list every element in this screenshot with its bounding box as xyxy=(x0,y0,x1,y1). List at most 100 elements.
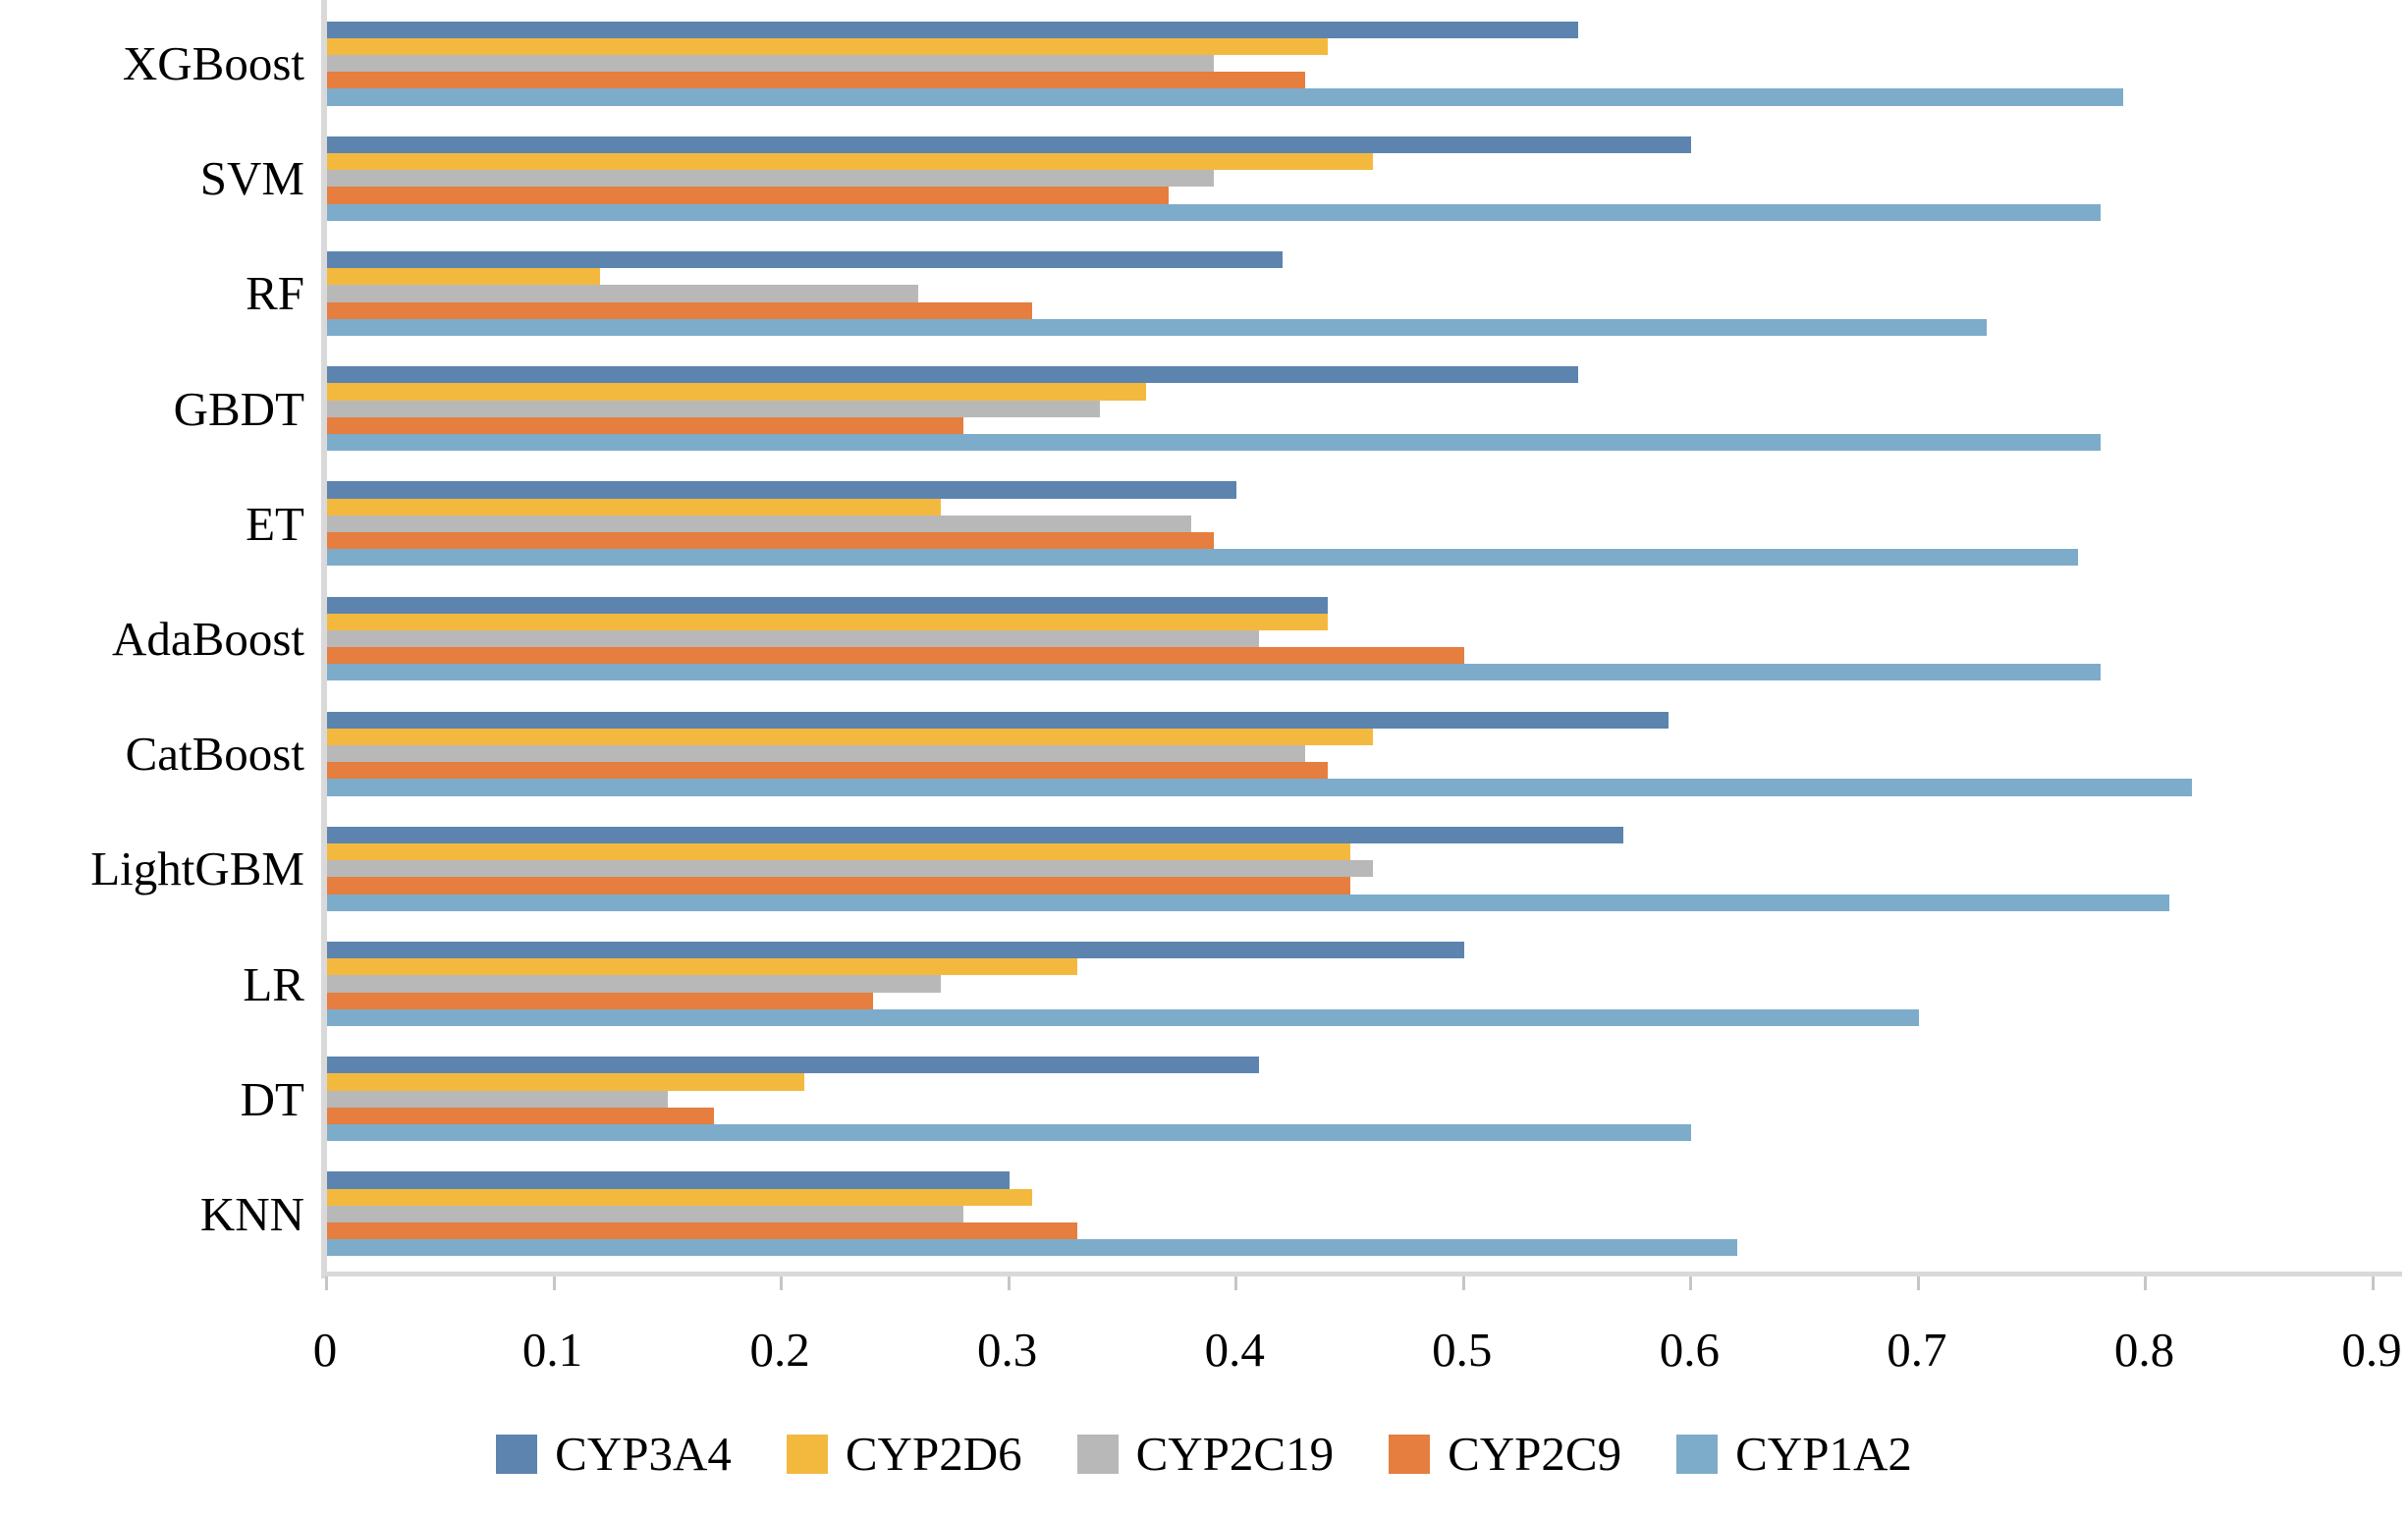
bar-KNN-CYP2C9 xyxy=(327,1221,1078,1240)
bar-GBDT-CYP2C9 xyxy=(327,416,964,434)
bar-XGBoost-CYP2C19 xyxy=(327,54,1215,73)
x-tick-label-0.6: 0.6 xyxy=(1659,1323,1720,1377)
bar-group-LR xyxy=(327,926,2374,1041)
legend-item-CYP2C19: CYP2C19 xyxy=(1076,1426,1335,1482)
x-tick-mark-0.1 xyxy=(552,1276,556,1290)
bar-DT-CYP2C19 xyxy=(327,1090,669,1108)
bar-DT-CYP1A2 xyxy=(327,1123,1692,1142)
bar-KNN-CYP2D6 xyxy=(327,1188,1032,1206)
x-tick-label-0.3: 0.3 xyxy=(977,1323,1038,1377)
y-axis-label-XGBoost: XGBoost xyxy=(122,36,304,91)
bar-CatBoost-CYP2C9 xyxy=(327,762,1328,780)
x-tick-mark-0.4 xyxy=(1234,1276,1238,1290)
bar-SVM-CYP2D6 xyxy=(327,152,1374,171)
legend-swatch-CYP3A4 xyxy=(496,1434,538,1474)
y-axis-label-RF: RF xyxy=(246,266,304,321)
bar-group-SVM xyxy=(327,121,2374,236)
bar-XGBoost-CYP3A4 xyxy=(327,21,1578,38)
legend-label-CYP2C9: CYP2C9 xyxy=(1448,1427,1622,1481)
legend-label-CYP2C19: CYP2C19 xyxy=(1135,1427,1335,1481)
x-tick-label-0.8: 0.8 xyxy=(2113,1323,2175,1377)
y-axis-label-GBDT: GBDT xyxy=(173,381,304,436)
bar-RF-CYP2D6 xyxy=(327,268,600,286)
bar-ET-CYP3A4 xyxy=(327,481,1237,499)
x-tick-mark-0.5 xyxy=(1461,1276,1465,1290)
bar-GBDT-CYP2D6 xyxy=(327,383,1146,401)
bar-ET-CYP2C19 xyxy=(327,515,1191,532)
bar-RF-CYP1A2 xyxy=(327,318,1988,336)
x-tick-mark-0.9 xyxy=(2372,1276,2375,1290)
bar-LightGBM-CYP2C19 xyxy=(327,860,1374,878)
bar-KNN-CYP3A4 xyxy=(327,1171,1010,1189)
bar-ET-CYP2D6 xyxy=(327,498,942,515)
bar-LR-CYP1A2 xyxy=(327,1008,1919,1026)
bar-KNN-CYP1A2 xyxy=(327,1239,1737,1257)
x-tick-label-0.1: 0.1 xyxy=(521,1323,583,1377)
bar-LR-CYP2D6 xyxy=(327,958,1078,976)
bar-KNN-CYP2C19 xyxy=(327,1205,964,1222)
legend-swatch-CYP2D6 xyxy=(786,1434,828,1474)
bar-GBDT-CYP1A2 xyxy=(327,433,2102,452)
bar-GBDT-CYP3A4 xyxy=(327,366,1578,384)
legend-label-CYP3A4: CYP3A4 xyxy=(555,1427,732,1481)
legend-swatch-CYP2C19 xyxy=(1076,1434,1119,1474)
y-axis-line xyxy=(321,0,327,1278)
bar-ET-CYP1A2 xyxy=(327,549,2078,567)
bar-RF-CYP2C9 xyxy=(327,301,1032,319)
bar-ET-CYP2C9 xyxy=(327,531,1215,550)
legend-item-CYP3A4: CYP3A4 xyxy=(496,1426,732,1482)
bar-group-DT xyxy=(327,1042,2374,1157)
x-tick-mark-0.7 xyxy=(1916,1276,1920,1290)
bar-LightGBM-CYP2C9 xyxy=(327,877,1350,895)
bar-GBDT-CYP2C19 xyxy=(327,400,1101,417)
bar-group-KNN xyxy=(327,1157,2374,1272)
bar-XGBoost-CYP2D6 xyxy=(327,37,1328,55)
bar-XGBoost-CYP1A2 xyxy=(327,88,2124,106)
x-tick-mark-0.2 xyxy=(780,1276,784,1290)
bar-AdaBoost-CYP1A2 xyxy=(327,664,2102,681)
x-tick-label-0.4: 0.4 xyxy=(1204,1323,1265,1377)
legend-item-CYP2D6: CYP2D6 xyxy=(786,1426,1022,1482)
legend-label-CYP1A2: CYP1A2 xyxy=(1735,1427,1912,1481)
bar-AdaBoost-CYP2C9 xyxy=(327,647,1464,665)
legend-item-CYP1A2: CYP1A2 xyxy=(1676,1426,1912,1482)
bar-SVM-CYP3A4 xyxy=(327,136,1692,153)
bar-SVM-CYP2C9 xyxy=(327,187,1169,204)
y-axis-label-AdaBoost: AdaBoost xyxy=(112,611,304,666)
bar-SVM-CYP2C19 xyxy=(327,170,1215,188)
x-tick-label-0.7: 0.7 xyxy=(1887,1323,1947,1377)
bar-LR-CYP3A4 xyxy=(327,942,1464,959)
plot-area xyxy=(327,6,2374,1272)
y-axis-label-LR: LR xyxy=(243,956,304,1011)
y-axis-label-ET: ET xyxy=(246,496,304,551)
bar-group-CatBoost xyxy=(327,696,2374,811)
x-tick-label-0: 0 xyxy=(312,1323,338,1377)
bar-group-GBDT xyxy=(327,352,2374,466)
x-tick-mark-0.8 xyxy=(2144,1276,2148,1290)
x-tick-mark-0 xyxy=(325,1276,328,1290)
bar-AdaBoost-CYP3A4 xyxy=(327,596,1328,614)
bar-XGBoost-CYP2C9 xyxy=(327,72,1305,89)
legend-swatch-CYP1A2 xyxy=(1676,1434,1719,1474)
legend-label-CYP2D6: CYP2D6 xyxy=(845,1427,1022,1481)
y-axis-label-CatBoost: CatBoost xyxy=(125,727,304,782)
bar-DT-CYP2C9 xyxy=(327,1107,714,1124)
y-axis-label-DT: DT xyxy=(240,1071,304,1126)
bar-CatBoost-CYP2C19 xyxy=(327,745,1305,763)
bar-LightGBM-CYP1A2 xyxy=(327,894,2169,911)
bar-group-XGBoost xyxy=(327,6,2374,121)
y-axis-label-KNN: KNN xyxy=(199,1186,304,1241)
legend: CYP3A4 CYP2D6 CYP2C19 CYP2C9 CYP1A2 xyxy=(0,1426,2408,1482)
bar-RF-CYP2C19 xyxy=(327,285,919,302)
bar-AdaBoost-CYP2C19 xyxy=(327,629,1260,648)
x-tick-label-0.9: 0.9 xyxy=(2341,1323,2402,1377)
bar-CatBoost-CYP2D6 xyxy=(327,728,1374,746)
y-axis-label-SVM: SVM xyxy=(199,151,304,206)
bar-LR-CYP2C19 xyxy=(327,975,942,993)
bar-LightGBM-CYP2D6 xyxy=(327,843,1350,861)
bar-LightGBM-CYP3A4 xyxy=(327,826,1623,844)
legend-item-CYP2C9: CYP2C9 xyxy=(1389,1426,1621,1482)
x-tick-label-0.5: 0.5 xyxy=(1432,1323,1493,1377)
bar-group-LightGBM xyxy=(327,811,2374,926)
